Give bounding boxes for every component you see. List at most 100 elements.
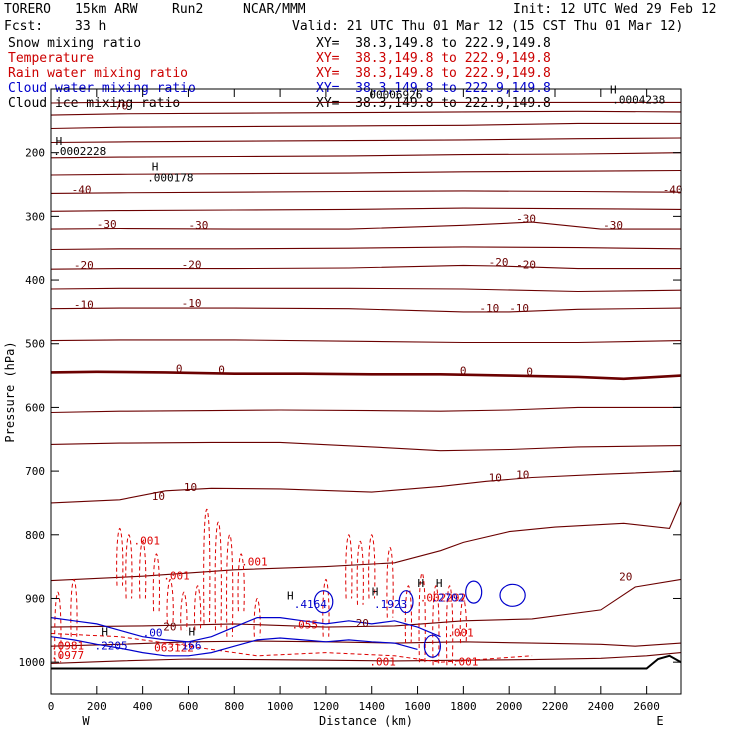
rain-contour-5 — [152, 553, 160, 612]
temperature-contour-2 — [50, 122, 681, 130]
cloud-water-contour-lower — [50, 636, 418, 657]
rain-label-4: .001 — [369, 655, 396, 668]
rain-contour-1 — [70, 578, 78, 637]
x-tick-label-0: 0 — [48, 700, 55, 713]
ground-line — [51, 654, 682, 670]
temperature-label-19: 10 — [152, 490, 165, 503]
header-run: Run2 — [172, 2, 204, 17]
rain-label-2: .001 — [241, 555, 268, 568]
x-tick-label-10: 2000 — [496, 700, 523, 713]
temperature-contour-10 — [50, 264, 681, 270]
y-tick-label-4: 600 — [25, 401, 45, 414]
header-init: Init: 12 UTC Wed 29 Feb 12 — [513, 2, 717, 17]
cloud-water-cell-2 — [465, 580, 483, 604]
header-model: TORERO — [4, 2, 51, 17]
y-axis-label: Pressure (hPa) — [3, 341, 17, 442]
rain-contour-15 — [345, 534, 353, 599]
temperature-label-13: -10 — [479, 302, 499, 315]
plot-frame — [50, 88, 682, 695]
high-marker-8: H — [189, 625, 196, 638]
legend-cloud-ice-xy: XY= 38.3,149.8 to 222.9,149.8 — [316, 96, 551, 111]
x-tick-label-3: 600 — [179, 700, 199, 713]
rain-contour-4 — [139, 540, 147, 599]
temperature-contour-4 — [50, 152, 682, 159]
legend-temperature-name: Temperature — [8, 51, 95, 66]
temperature-contour-8 — [50, 221, 681, 230]
temperature-contour-19 — [50, 578, 682, 628]
temperature-label-16: 0 — [218, 364, 225, 377]
temperature-label-6: -30 — [603, 219, 623, 232]
temperature-label-3: -30 — [97, 218, 117, 231]
temperature-contour-12 — [50, 307, 682, 313]
x-tick-label-11: 2200 — [542, 700, 569, 713]
axes: 0 200 400 600 800 1000 1200 1400 1600 1800 2000 220… — [19, 89, 681, 713]
high-marker-7: H — [101, 625, 108, 638]
x-tick-label-12: 2400 — [588, 700, 615, 713]
cloud-water-label-5: .2702 — [431, 592, 464, 605]
y-tick-label-0: 200 — [25, 147, 45, 160]
x-tick-label-7: 1400 — [358, 700, 385, 713]
legend-cloud-ice-name: Cloud ice mixing ratio — [8, 96, 181, 111]
temperature-label-2: -40 — [663, 183, 683, 196]
x-tick-label-4: 800 — [224, 700, 244, 713]
temperature-contour-18 — [50, 501, 682, 582]
east-label: E — [656, 714, 663, 728]
header-fcst-value: 33 h — [75, 19, 107, 34]
rain-label-5: .001 — [452, 655, 479, 668]
snow-label-0: .0002228 — [53, 145, 106, 158]
rain-contour-20 — [418, 572, 426, 663]
rain-contour-lower — [50, 633, 533, 663]
cloud-water-contours — [50, 580, 526, 658]
rain-label-1: .001 — [163, 569, 190, 582]
cloud-water-label-4: .00 — [143, 627, 163, 640]
x-tick-label-8: 1600 — [404, 700, 431, 713]
header-resolution: 15km ARW — [75, 2, 138, 17]
legend-temperature-xy: XY= 38.3,149.8 to 222.9,149.8 — [316, 51, 551, 66]
cloud-water-label-1: 166 — [182, 639, 202, 652]
header-org: NCAR/MMM — [243, 2, 306, 17]
rain-contour-21 — [432, 585, 440, 666]
rain-contour-16 — [356, 540, 364, 605]
rain-contour-3 — [125, 534, 133, 599]
temperature-label-0: -70 — [108, 99, 128, 112]
temperature-label-7: -20 — [74, 259, 94, 272]
temperature-contour-11 — [50, 287, 682, 293]
temperature-label-22: 10 — [516, 469, 529, 482]
temperature-label-5: -30 — [516, 213, 536, 226]
rain-contour-7 — [180, 591, 188, 631]
cloud-water-contour-upper — [50, 617, 441, 643]
temperature-contour-14 — [50, 370, 682, 381]
cloud-water-label-3: .1923 — [374, 598, 407, 611]
rain-label-3: .001 — [447, 627, 474, 640]
rain-contour-13 — [253, 597, 261, 637]
header-fcst-label: Fcst: — [4, 19, 44, 34]
rain-contour-17 — [368, 534, 376, 599]
temperature-contours — [50, 101, 682, 664]
rain-contour-6 — [166, 578, 174, 624]
temperature-label-9: -20 — [489, 256, 509, 269]
x-tick-label-9: 1800 — [450, 700, 477, 713]
x-tick-label-5: 1000 — [267, 700, 294, 713]
temperature-label-20: 10 — [184, 481, 197, 494]
temperature-label-17: 0 — [460, 364, 467, 377]
rain-contour-18 — [386, 546, 394, 618]
temperature-contour-15 — [50, 406, 681, 414]
high-marker-2: H — [610, 84, 617, 97]
x-tick-label-6: 1200 — [313, 700, 340, 713]
cloud-water-label-0: .2205 — [95, 639, 128, 652]
temperature-label-24: 20 — [356, 617, 369, 630]
cloud-water-cell-3 — [499, 583, 526, 607]
high-marker-4: H — [436, 577, 443, 590]
y-tick-label-6: 800 — [25, 529, 45, 542]
temperature-contour-5 — [50, 169, 682, 176]
rain-contour-0 — [54, 591, 62, 663]
legend-rain-name: Rain water mixing ratio — [8, 66, 189, 81]
temperature-label-14: -10 — [509, 302, 529, 315]
temperature-label-1: -40 — [72, 183, 92, 196]
temperature-label-21: 10 — [489, 471, 502, 484]
x-tick-label-2: 400 — [133, 700, 153, 713]
temperature-label-12: -10 — [182, 297, 202, 310]
legend-snow-xy: XY= 38.3,149.8 to 222.9,149.8 — [316, 36, 551, 51]
temperature-contour-13 — [50, 339, 682, 344]
rain-contour-11 — [226, 534, 234, 637]
